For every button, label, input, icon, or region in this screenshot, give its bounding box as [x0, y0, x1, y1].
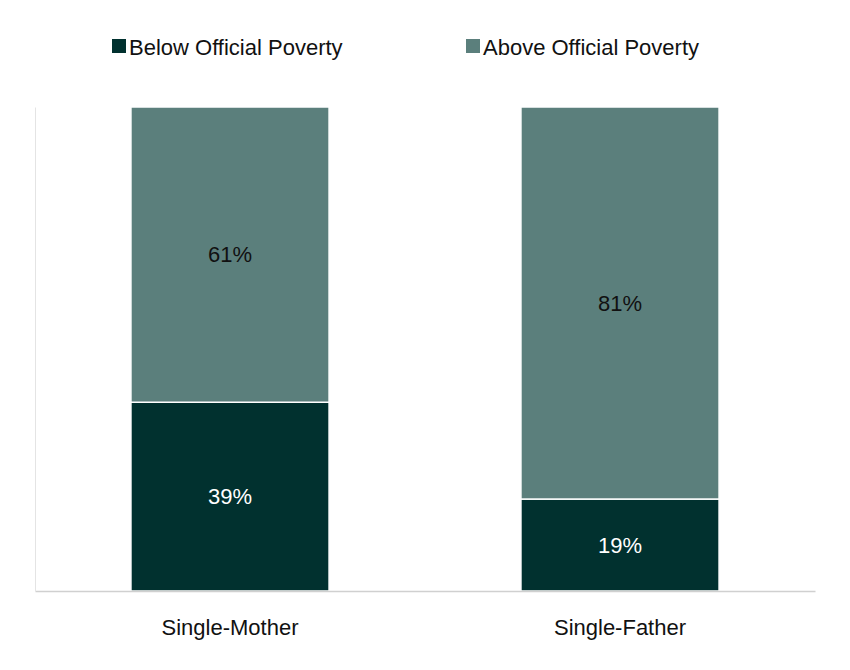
legend-swatch [112, 39, 126, 53]
data-label: 39% [208, 484, 252, 509]
x-tick-label: Single-Father [554, 615, 686, 640]
data-label: 61% [208, 242, 252, 267]
y-axis-line [35, 108, 36, 592]
legend-swatch [466, 39, 480, 53]
data-label: 19% [598, 533, 642, 558]
x-tick: Single-Mother [162, 591, 299, 640]
x-axis-line [36, 591, 816, 593]
legend-label: Below Official Poverty [129, 35, 343, 60]
bar-segment [131, 402, 329, 591]
y-axis [35, 108, 36, 592]
legend: Below Official Poverty Above Official Pov… [112, 35, 699, 60]
legend-label: Above Official Poverty [483, 35, 699, 60]
data-labels: 39% 19% 61% 81% [208, 242, 642, 557]
x-tick: Single-Father [554, 591, 686, 640]
x-tick-label: Single-Mother [162, 615, 299, 640]
x-axis: Single-Mother Single-Father [36, 591, 816, 640]
bar-segment [521, 107, 719, 499]
bars [131, 107, 719, 591]
chart: 39% 19% 61% 81% Single-Mother Single-Father Be… [0, 0, 850, 670]
data-label: 81% [598, 291, 642, 316]
bar-segment [521, 499, 719, 591]
bar-segment [131, 107, 329, 402]
